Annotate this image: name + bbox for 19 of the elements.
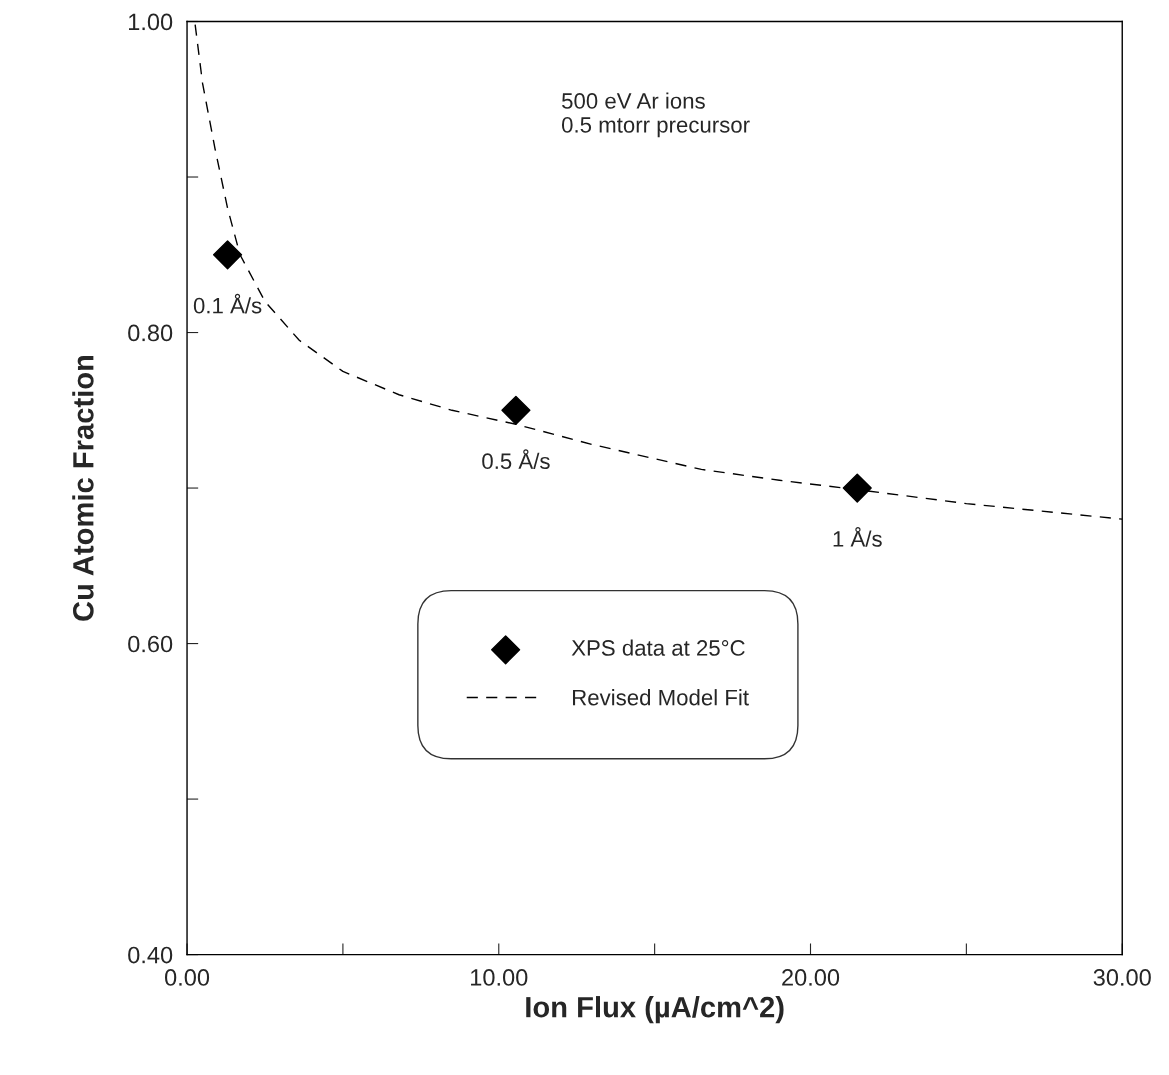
y-axis-title: Cu Atomic Fraction [72,355,94,621]
y-tick-label: 0.60 [128,635,173,653]
x-tick-label: 30.00 [1093,969,1151,986]
annotation: 1 Å/s [833,527,882,547]
annotation: 0.1 Å/s [193,293,262,314]
x-tick-label: 10.00 [471,969,528,986]
point [501,395,531,425]
x-axis-title: Ion Flux (µA/cm^2) [526,996,784,1024]
y-tick-label: 0.40 [128,946,173,964]
y-tick-label: 0.80 [128,324,173,342]
point [212,240,243,270]
y-tick-label: 1.00 [129,13,173,31]
x-tick-label: 0.00 [164,969,210,986]
x-tick-label: 20.00 [782,969,840,986]
annotation: 0.5 Å/s [482,449,550,470]
legend-label: XPS data at 25°C [571,639,745,656]
annotation: 500 eV Ar ions 0.5 mtorr precursor [561,92,750,138]
point [842,473,872,503]
legend-label: Revised Model Fit [573,689,749,706]
